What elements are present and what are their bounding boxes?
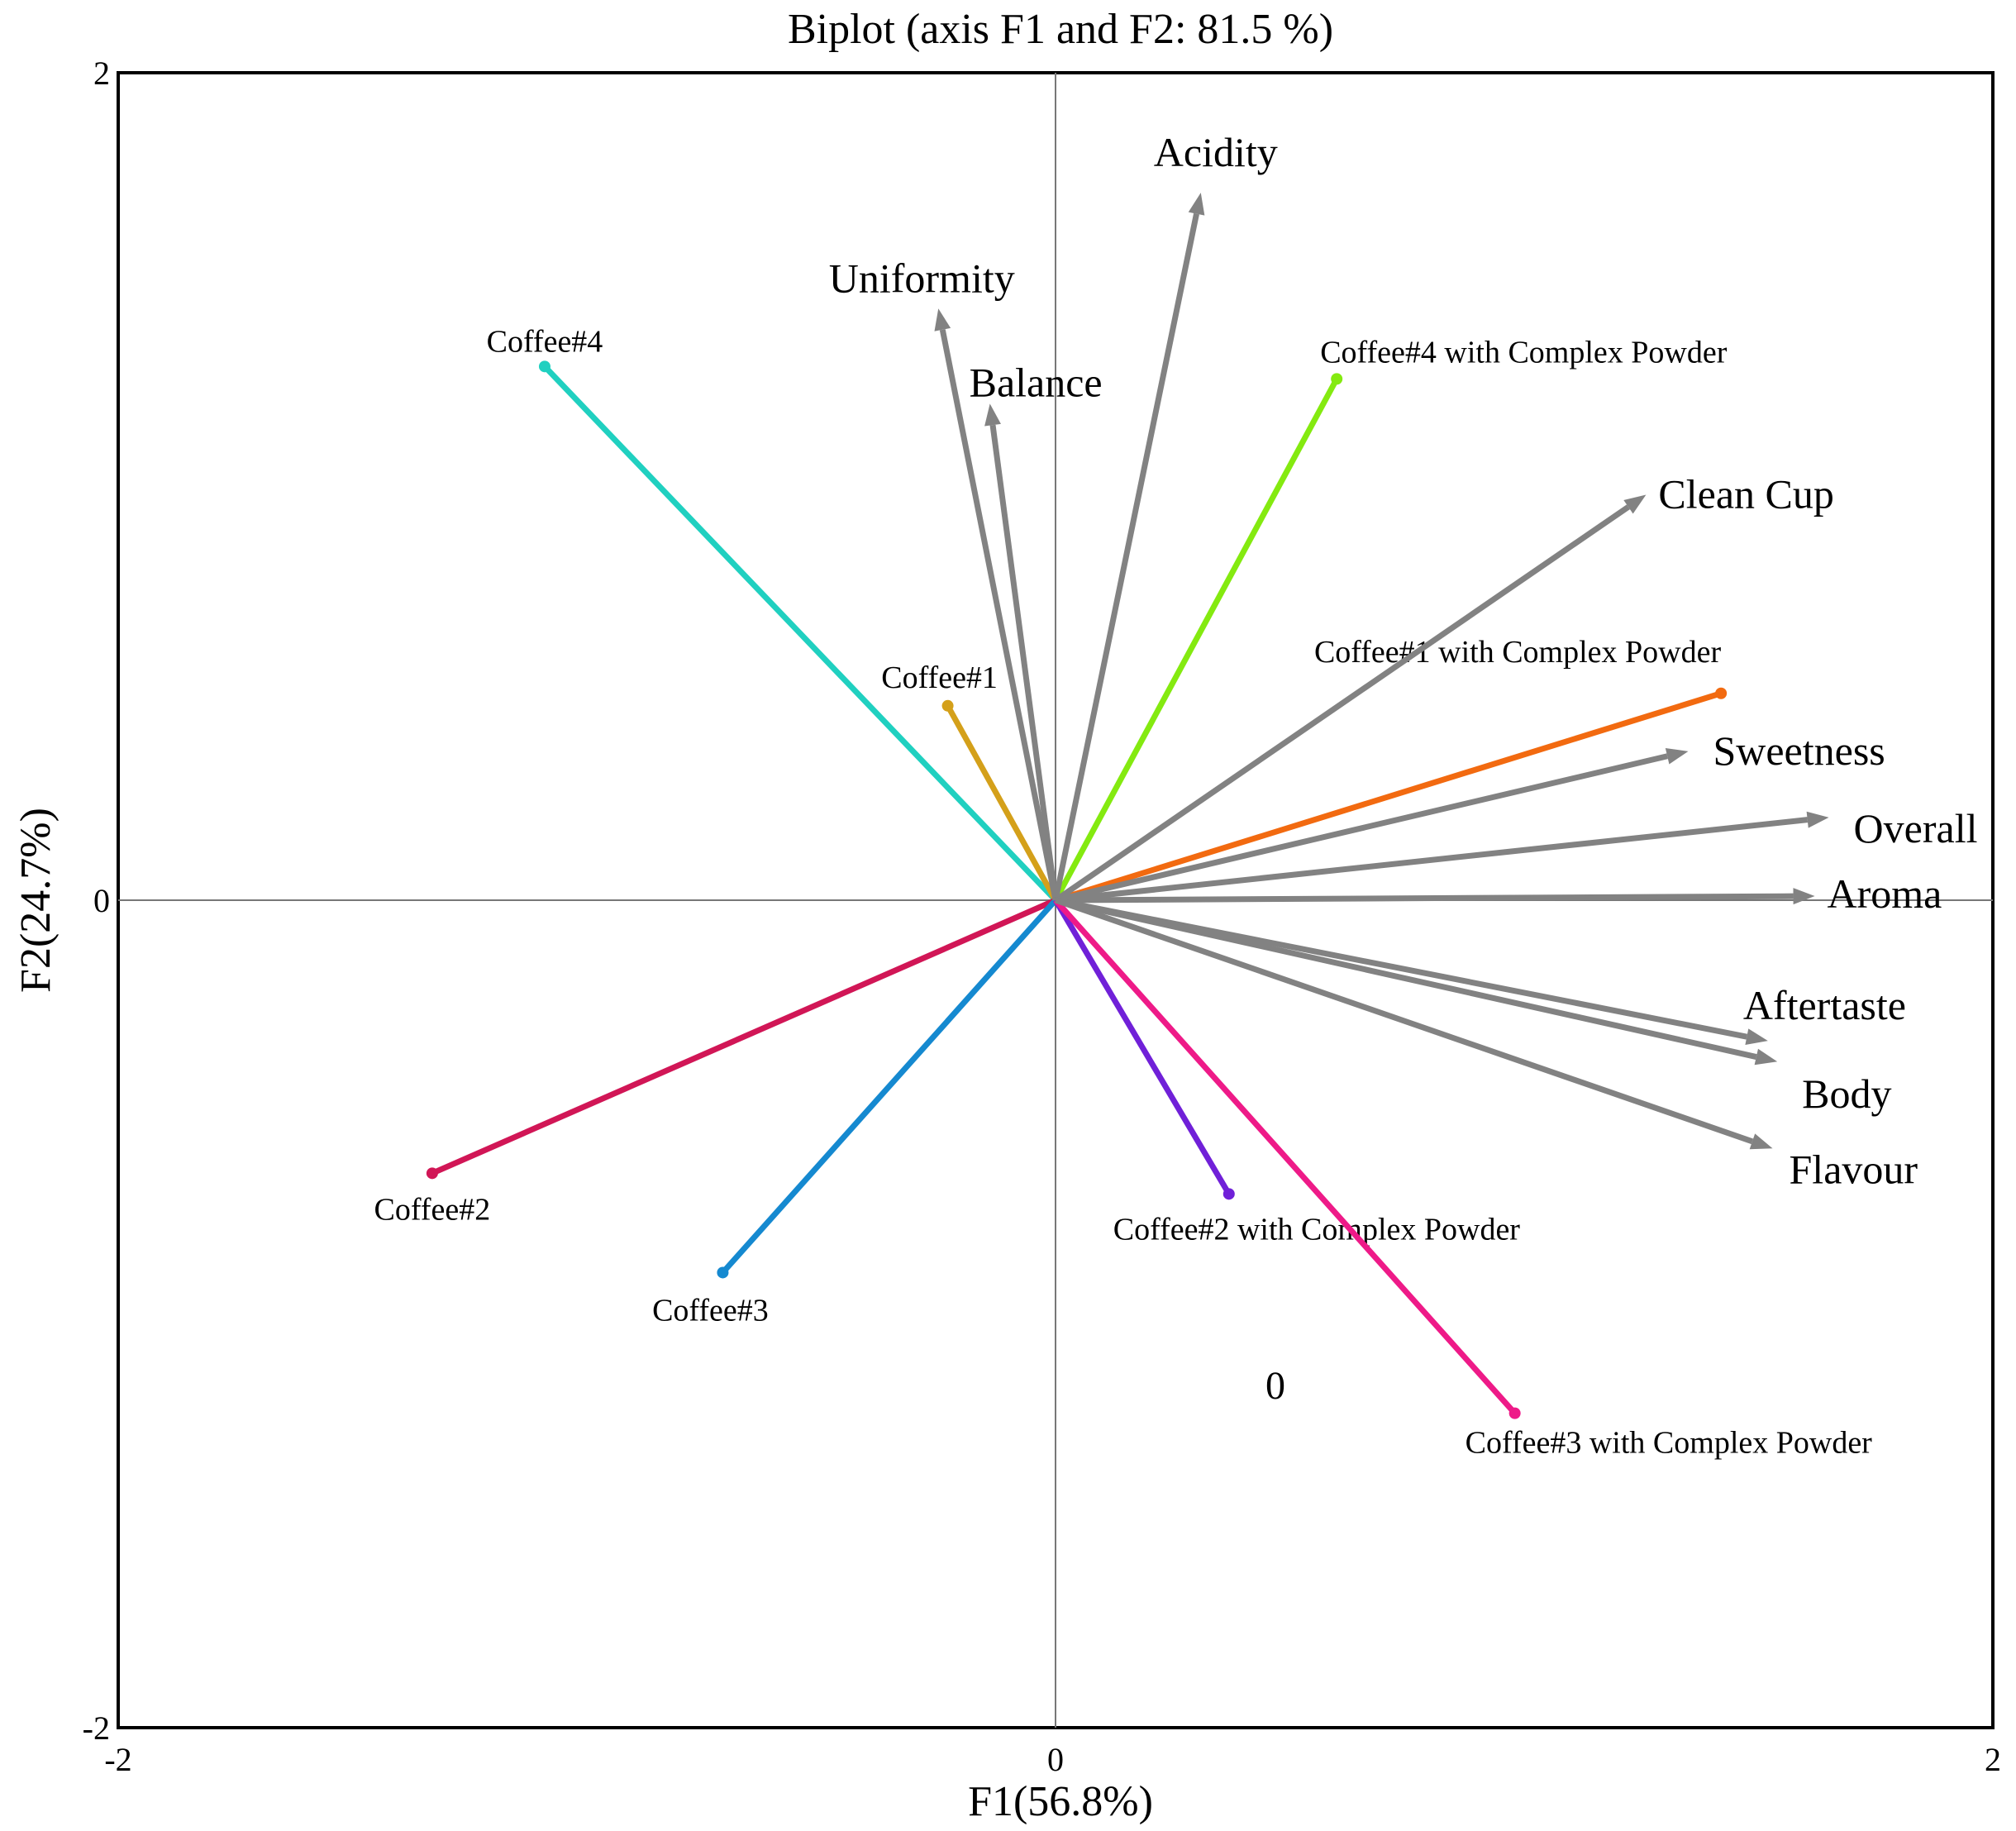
variable-arrowhead bbox=[984, 403, 1001, 427]
observation-label: Coffee#1 with Complex Powder bbox=[1314, 635, 1722, 670]
variable-arrowhead bbox=[1623, 494, 1647, 514]
x-tick-label: -2 bbox=[104, 1741, 131, 1778]
variable-arrowhead bbox=[1188, 193, 1205, 216]
variable-label: Uniformity bbox=[829, 255, 1015, 301]
observation-line bbox=[1054, 690, 1723, 904]
observation-line bbox=[431, 897, 1057, 1176]
variable-line bbox=[1052, 212, 1199, 901]
variable-label: Balance bbox=[970, 359, 1103, 405]
variable-line bbox=[939, 329, 1059, 901]
chart-title: Biplot (axis F1 and F2: 81.5 %) bbox=[788, 6, 1333, 53]
observation-line bbox=[542, 364, 1058, 903]
observation-label: Coffee#2 with Complex Powder bbox=[1113, 1212, 1521, 1247]
variable-label: Sweetness bbox=[1713, 727, 1885, 774]
observation-label: Coffee#1 bbox=[881, 660, 998, 695]
observation-line bbox=[1053, 898, 1518, 1415]
variable-label: Flavour bbox=[1790, 1146, 1918, 1192]
variable-line bbox=[1054, 897, 1754, 1145]
observation-point bbox=[538, 360, 550, 373]
variable-label: Aroma bbox=[1828, 870, 1942, 917]
observation-vectors: Coffee#4 Coffee#4 with Complex Powder Coff… bbox=[374, 324, 1873, 1460]
y-tick-label: -2 bbox=[83, 1709, 110, 1747]
x-tick-label: 2 bbox=[1985, 1741, 2001, 1778]
observation-point bbox=[1508, 1407, 1521, 1419]
variable-line bbox=[989, 424, 1059, 901]
observation-line bbox=[945, 704, 1059, 902]
observation-line bbox=[1052, 899, 1232, 1196]
y-tick-label: 0 bbox=[93, 882, 110, 919]
variable-label: Clean Cup bbox=[1658, 471, 1833, 517]
axis-ticks: -2 0 2 -2 0 2 bbox=[83, 55, 2001, 1778]
variable-arrowhead bbox=[1665, 748, 1689, 765]
y-tick-label: 2 bbox=[93, 55, 110, 92]
variable-arrowhead bbox=[934, 308, 951, 331]
observation-line bbox=[720, 898, 1058, 1275]
observation-point bbox=[941, 699, 954, 712]
x-axis-title: F1(56.8%) bbox=[968, 1778, 1153, 1825]
observation-label: Coffee#4 bbox=[487, 324, 603, 359]
variable-line bbox=[1055, 897, 1748, 1040]
observation-label: Coffee#4 with Complex Powder bbox=[1320, 335, 1728, 370]
observation-label: Coffee#3 with Complex Powder bbox=[1466, 1426, 1873, 1461]
observation-point bbox=[1331, 373, 1343, 385]
y-axis-title: F2(24.7%) bbox=[12, 808, 60, 993]
observation-point bbox=[1222, 1188, 1235, 1200]
observation-label: Coffee#3 bbox=[652, 1293, 769, 1328]
variable-arrowhead bbox=[1754, 1048, 1778, 1066]
variable-label: Aftertaste bbox=[1743, 982, 1906, 1028]
variable-line bbox=[1055, 817, 1809, 904]
observation-point bbox=[1715, 687, 1728, 699]
annotation-zero: 0 bbox=[1265, 1364, 1285, 1408]
observation-point bbox=[717, 1266, 729, 1279]
variable-arrowhead bbox=[1806, 811, 1829, 828]
variable-line bbox=[1055, 897, 1757, 1060]
observation-point bbox=[426, 1167, 438, 1180]
variable-vectors: Acidity Uniformity Balance Clean Cup Sweetne… bbox=[829, 129, 1978, 1192]
variable-label: Body bbox=[1802, 1070, 1891, 1117]
variable-arrowhead bbox=[1745, 1028, 1768, 1045]
x-tick-label: 0 bbox=[1047, 1741, 1064, 1778]
variable-arrowhead bbox=[1793, 888, 1815, 905]
variable-line bbox=[1055, 753, 1668, 904]
variable-line bbox=[1054, 504, 1630, 903]
variable-line bbox=[1055, 893, 1794, 904]
observation-label: Coffee#2 bbox=[374, 1192, 491, 1227]
variable-label: Acidity bbox=[1154, 129, 1278, 175]
variable-label: Overall bbox=[1854, 805, 1978, 851]
variable-arrowhead bbox=[1749, 1133, 1773, 1150]
observation-line bbox=[1052, 377, 1340, 902]
